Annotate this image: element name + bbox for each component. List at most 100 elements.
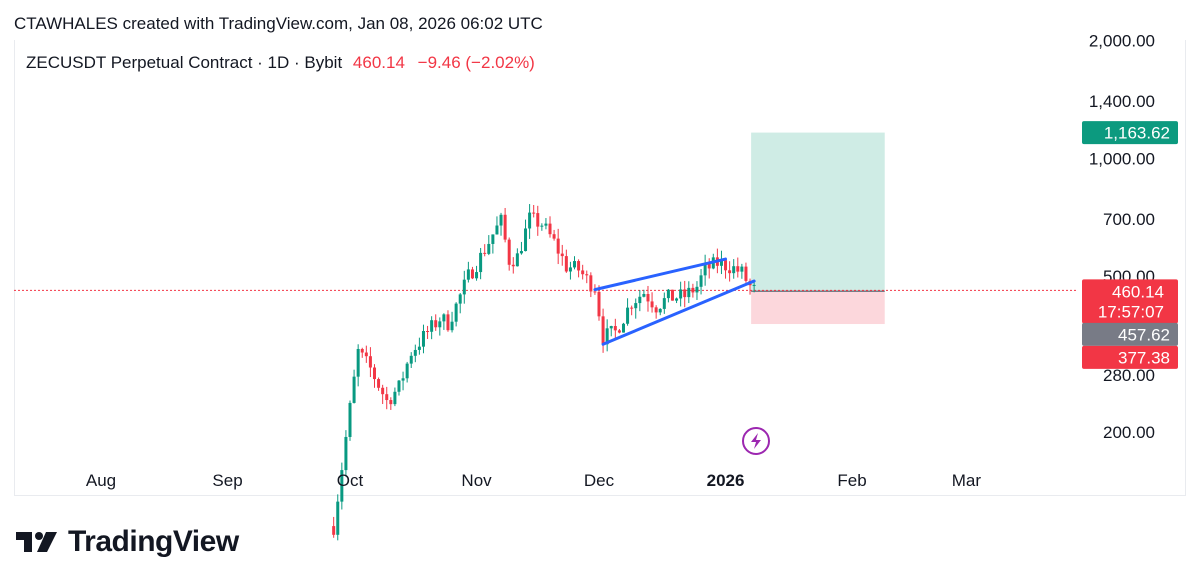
candle[interactable] [703,254,707,286]
wedge-upper-line[interactable] [593,257,728,292]
candle[interactable] [487,235,491,256]
candle[interactable] [430,316,434,340]
candle[interactable] [601,308,605,353]
candle[interactable] [360,347,364,358]
candle[interactable] [393,387,397,407]
candle[interactable] [540,223,544,231]
stop-zone[interactable] [751,291,885,325]
candle[interactable] [654,305,658,319]
candle[interactable] [568,261,572,280]
candle[interactable] [552,229,556,241]
candle[interactable] [613,318,617,340]
candle[interactable] [491,234,495,254]
candle[interactable] [719,250,723,275]
candle[interactable] [511,257,515,274]
candle[interactable] [679,281,683,307]
target-zone[interactable] [751,132,885,292]
candle[interactable] [585,270,589,284]
candle[interactable] [581,264,585,280]
candle[interactable] [421,324,425,354]
candle[interactable] [658,308,662,316]
candle[interactable] [356,344,360,387]
candle[interactable] [687,281,691,304]
candle[interactable] [528,204,532,239]
candle[interactable] [336,494,340,541]
candle[interactable] [732,259,736,279]
candle[interactable] [483,244,487,257]
candle[interactable] [605,319,609,352]
candle[interactable] [413,344,417,363]
candle[interactable] [662,292,666,314]
candle[interactable] [695,281,699,300]
candle[interactable] [536,205,540,236]
candle[interactable] [691,283,695,298]
candle[interactable] [405,361,409,383]
candle[interactable] [470,266,474,280]
candle[interactable] [626,298,630,326]
candle[interactable] [409,352,413,368]
candle[interactable] [646,285,650,312]
candle[interactable] [564,249,568,273]
candle[interactable] [450,311,454,333]
candle[interactable] [699,269,703,295]
candle[interactable] [458,292,462,314]
candle[interactable] [499,212,503,236]
candle[interactable] [650,292,654,313]
chart-pane[interactable] [14,40,1186,496]
candle[interactable] [744,262,748,283]
candle[interactable] [377,377,381,391]
candle[interactable] [438,317,442,336]
candle[interactable] [344,430,348,477]
candle[interactable] [364,345,368,363]
candle[interactable] [462,270,466,304]
candle[interactable] [560,244,564,266]
candle[interactable] [381,384,385,405]
candle[interactable] [426,325,430,339]
candle[interactable] [544,218,548,230]
candle[interactable] [417,337,421,355]
candle[interactable] [621,322,625,333]
candle[interactable] [556,228,560,265]
candle[interactable] [385,386,389,410]
candle[interactable] [454,302,458,327]
candle[interactable] [666,288,670,303]
candle[interactable] [466,261,470,283]
candle[interactable] [728,261,732,282]
candle[interactable] [609,325,613,337]
candle[interactable] [332,516,336,538]
candle[interactable] [675,297,679,304]
symbol-legend[interactable]: ZECUSDT Perpetual Contract · 1D · Bybit … [26,53,535,73]
lightning-icon[interactable] [742,427,770,455]
candle[interactable] [442,313,446,330]
candle[interactable] [519,241,523,255]
candle[interactable] [434,314,438,331]
candle[interactable] [630,305,634,316]
candle[interactable] [401,371,405,391]
candle[interactable] [368,347,372,378]
candle[interactable] [348,400,352,441]
candle[interactable] [503,207,507,243]
candle[interactable] [752,281,756,293]
candle[interactable] [683,280,687,308]
candle[interactable] [670,289,674,301]
candle[interactable] [638,290,642,312]
candle[interactable] [548,216,552,238]
candle[interactable] [532,204,536,218]
candle[interactable] [479,247,483,280]
candle[interactable] [740,263,744,279]
candle[interactable] [495,216,499,235]
wedge-lower-line[interactable] [601,279,756,346]
candle[interactable] [397,380,401,396]
candle[interactable] [573,256,577,270]
candle[interactable] [352,369,356,404]
tradingview-logo[interactable]: TradingView [16,522,239,562]
candle[interactable] [724,257,728,279]
candle[interactable] [515,248,519,267]
candle[interactable] [372,364,376,388]
candle[interactable] [597,285,601,321]
candle[interactable] [475,265,479,281]
candle[interactable] [446,310,450,332]
candle[interactable] [389,397,393,410]
candle[interactable] [507,237,511,271]
